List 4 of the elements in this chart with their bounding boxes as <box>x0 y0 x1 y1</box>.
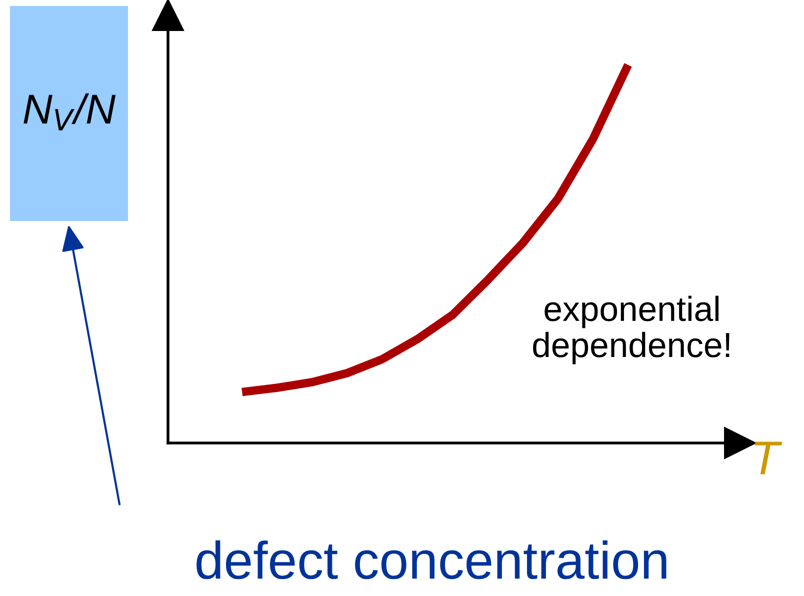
annotation: exponential dependence! <box>533 296 730 364</box>
y-axis-title: N$_{V}$/N <box>24 93 116 130</box>
x-axis-title: T <box>754 442 782 474</box>
text: defect concentration <box>196 540 666 580</box>
